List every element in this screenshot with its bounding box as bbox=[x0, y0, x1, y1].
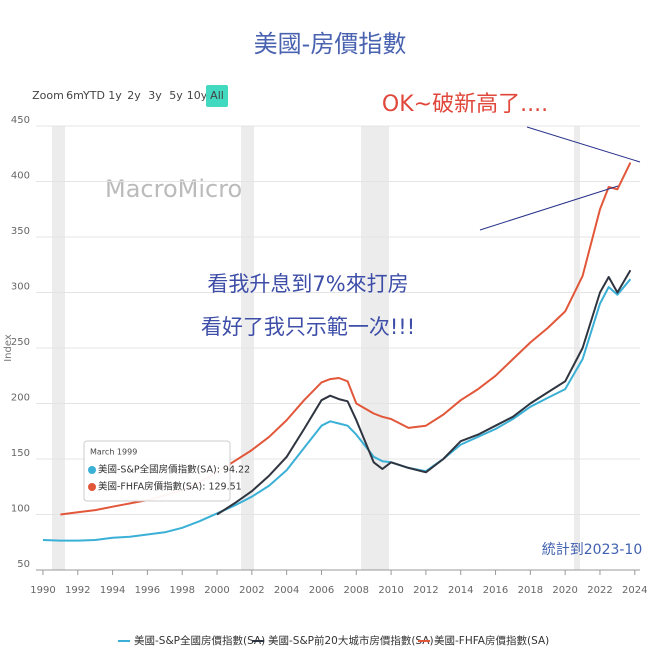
y-tick-label: 450 bbox=[11, 115, 30, 126]
zoom-button[interactable]: 2y bbox=[127, 89, 141, 102]
annotation: 看好了我只示範一次!!! bbox=[201, 315, 415, 339]
y-tick-label: 200 bbox=[11, 393, 30, 404]
y-tick-label: 100 bbox=[11, 504, 30, 515]
tooltip-box bbox=[83, 440, 231, 502]
x-tick-label: 1998 bbox=[169, 585, 194, 596]
zoom-button[interactable]: 6m bbox=[66, 89, 84, 102]
annotation: OK~破新高了.... bbox=[382, 92, 548, 117]
annotation: 看我升息到7%來打房 bbox=[207, 272, 408, 296]
arrow-line bbox=[526, 126, 641, 163]
zoom-button[interactable]: 5y bbox=[169, 89, 183, 102]
zoom-label: Zoom bbox=[32, 89, 64, 102]
y-axis-label: Index bbox=[3, 334, 14, 362]
x-tick-label: 2014 bbox=[448, 585, 473, 596]
x-tick-label: 2004 bbox=[274, 585, 299, 596]
legend-label[interactable]: 美國-FHFA房價指數(SA) bbox=[434, 634, 549, 647]
x-tick-label: 2020 bbox=[552, 585, 577, 596]
tooltip: March 1999 美國-S&P全國房價指數(SA): 94.22 美國-FH… bbox=[83, 440, 250, 502]
watermark: MacroMicro bbox=[105, 175, 242, 203]
x-tick-label: 1994 bbox=[100, 585, 125, 596]
x-tick-label: 2010 bbox=[378, 585, 403, 596]
x-tick-label: 2000 bbox=[204, 585, 229, 596]
x-tick-label: 2002 bbox=[239, 585, 264, 596]
x-tick-label: 2012 bbox=[413, 585, 438, 596]
zoom-button[interactable]: 10y bbox=[187, 89, 208, 102]
chart-title: 美國-房價指數 bbox=[254, 30, 407, 58]
series-line bbox=[42, 278, 632, 542]
tooltip-line: 美國-S&P全國房價指數(SA): 94.22 bbox=[98, 464, 250, 476]
x-tick-label: 2018 bbox=[518, 585, 543, 596]
y-tick-label: 50 bbox=[17, 559, 30, 570]
tooltip-dot bbox=[88, 466, 96, 474]
x-tick-label: 2006 bbox=[309, 585, 334, 596]
zoom-button[interactable]: All bbox=[210, 89, 224, 102]
y-tick-label: 250 bbox=[11, 337, 30, 348]
x-tick-label: 1996 bbox=[135, 585, 160, 596]
legend-label[interactable]: 美國-S&P前20大城市房價指數(SA) bbox=[268, 634, 434, 647]
y-tick-label: 150 bbox=[11, 448, 30, 459]
tooltip-dot bbox=[88, 483, 96, 491]
x-tick-label: 2016 bbox=[483, 585, 508, 596]
series-line bbox=[216, 269, 632, 516]
note: 統計到2023-10 bbox=[542, 542, 643, 558]
x-tick-label: 2008 bbox=[344, 585, 369, 596]
y-tick-label: 400 bbox=[11, 171, 30, 182]
x-tick-label: 1992 bbox=[65, 585, 90, 596]
x-tick-label: 2024 bbox=[622, 585, 647, 596]
plot: 50 100 150 200 250 300 350 400 450 1990 1992 1994 19… bbox=[11, 115, 648, 596]
legend: 美國-S&P全國房價指數(SA) 美國-S&P前20大城市房價指數(SA) 美國-F… bbox=[118, 634, 549, 647]
arrow-line bbox=[479, 185, 619, 231]
zoom-button[interactable]: 3y bbox=[148, 89, 162, 102]
x-tick-label: 2022 bbox=[587, 585, 612, 596]
y-tick-label: 350 bbox=[11, 226, 30, 237]
zoom-button[interactable]: YTD bbox=[82, 89, 105, 102]
zoom-button-bg bbox=[206, 85, 228, 107]
y-tick-label: 300 bbox=[11, 282, 30, 293]
x-tick-label: 1990 bbox=[30, 585, 55, 596]
zoom-button[interactable]: 1y bbox=[108, 89, 122, 102]
tooltip-line: 美國-FHFA房價指數(SA): 129.51 bbox=[98, 481, 242, 493]
zoom-bar: Zoom 6m YTD 1y 2y 3y 5y 10y All bbox=[32, 85, 228, 107]
legend-label[interactable]: 美國-S&P全國房價指數(SA) bbox=[134, 634, 265, 647]
tooltip-date: March 1999 bbox=[90, 448, 137, 457]
